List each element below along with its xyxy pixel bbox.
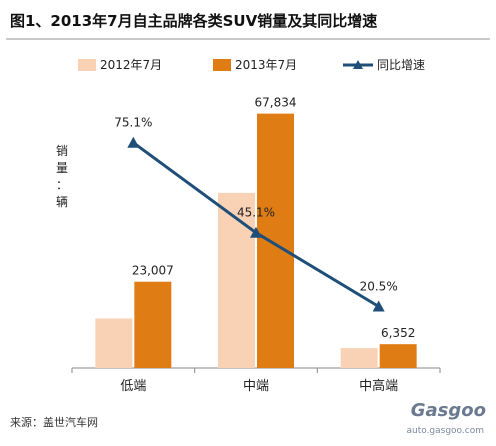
- bar-layer: [95, 113, 417, 368]
- chart-title: 图1、2013年7月自主品牌各类SUV销量及其同比增速: [10, 12, 378, 30]
- bar-2012-0: [95, 318, 133, 368]
- x-tick-label: 中端: [243, 379, 269, 394]
- legend-item-2013: 2013年7月: [213, 56, 297, 73]
- x-tick-label: 低端: [120, 379, 146, 394]
- x-tick-label: 中高端: [359, 378, 398, 394]
- label-layer: 23,007 低端 67,834 中端 6,352 中高端 75.1% 45.1% 20.5%: [114, 96, 415, 394]
- bar-2013-2: [379, 344, 417, 368]
- growth-marker-2: [372, 300, 385, 312]
- legend: 2012年7月 2013年7月 同比增速: [0, 56, 496, 76]
- bar-2013-value-label: 6,352: [381, 326, 415, 340]
- legend-swatch-2012: [78, 58, 96, 71]
- legend-line-glyph: [343, 59, 373, 69]
- axis-layer: 销量：辆: [56, 144, 441, 373]
- legend-line-marker: [353, 59, 363, 69]
- bar-2012-2: [340, 348, 378, 368]
- y-axis-label: 销量：辆: [56, 144, 68, 209]
- legend-swatch-2013: [213, 58, 231, 71]
- logo-url-text: auto.gasgoo.com: [406, 426, 484, 436]
- legend-item-growth: 同比增速: [343, 56, 425, 73]
- legend-label-growth: 同比增速: [377, 58, 426, 72]
- bar-2013-1: [257, 113, 294, 368]
- bar-2013-value-label: 23,007: [132, 264, 174, 278]
- gasgoo-logo: Gasgoo auto.gasgoo.com: [378, 398, 488, 442]
- growth-line-layer: [127, 136, 385, 312]
- growth-marker-1: [250, 226, 262, 238]
- title-divider: [6, 38, 490, 40]
- source-note: 来源：盖世汽车网: [10, 416, 98, 429]
- legend-label-2012: 2012年7月: [100, 58, 163, 72]
- growth-value-label: 45.1%: [237, 206, 275, 220]
- bar-2012-1: [218, 192, 255, 368]
- growth-value-label: 20.5%: [360, 280, 398, 294]
- growth-value-label: 75.1%: [114, 116, 152, 130]
- bar-2013-value-label: 67,834: [255, 96, 297, 110]
- logo-brand-text: Gasgoo: [410, 400, 486, 421]
- bar-2013-0: [134, 281, 172, 368]
- growth-marker-0: [127, 136, 140, 148]
- legend-label-2013: 2013年7月: [235, 58, 298, 72]
- legend-item-2012: 2012年7月: [78, 56, 162, 73]
